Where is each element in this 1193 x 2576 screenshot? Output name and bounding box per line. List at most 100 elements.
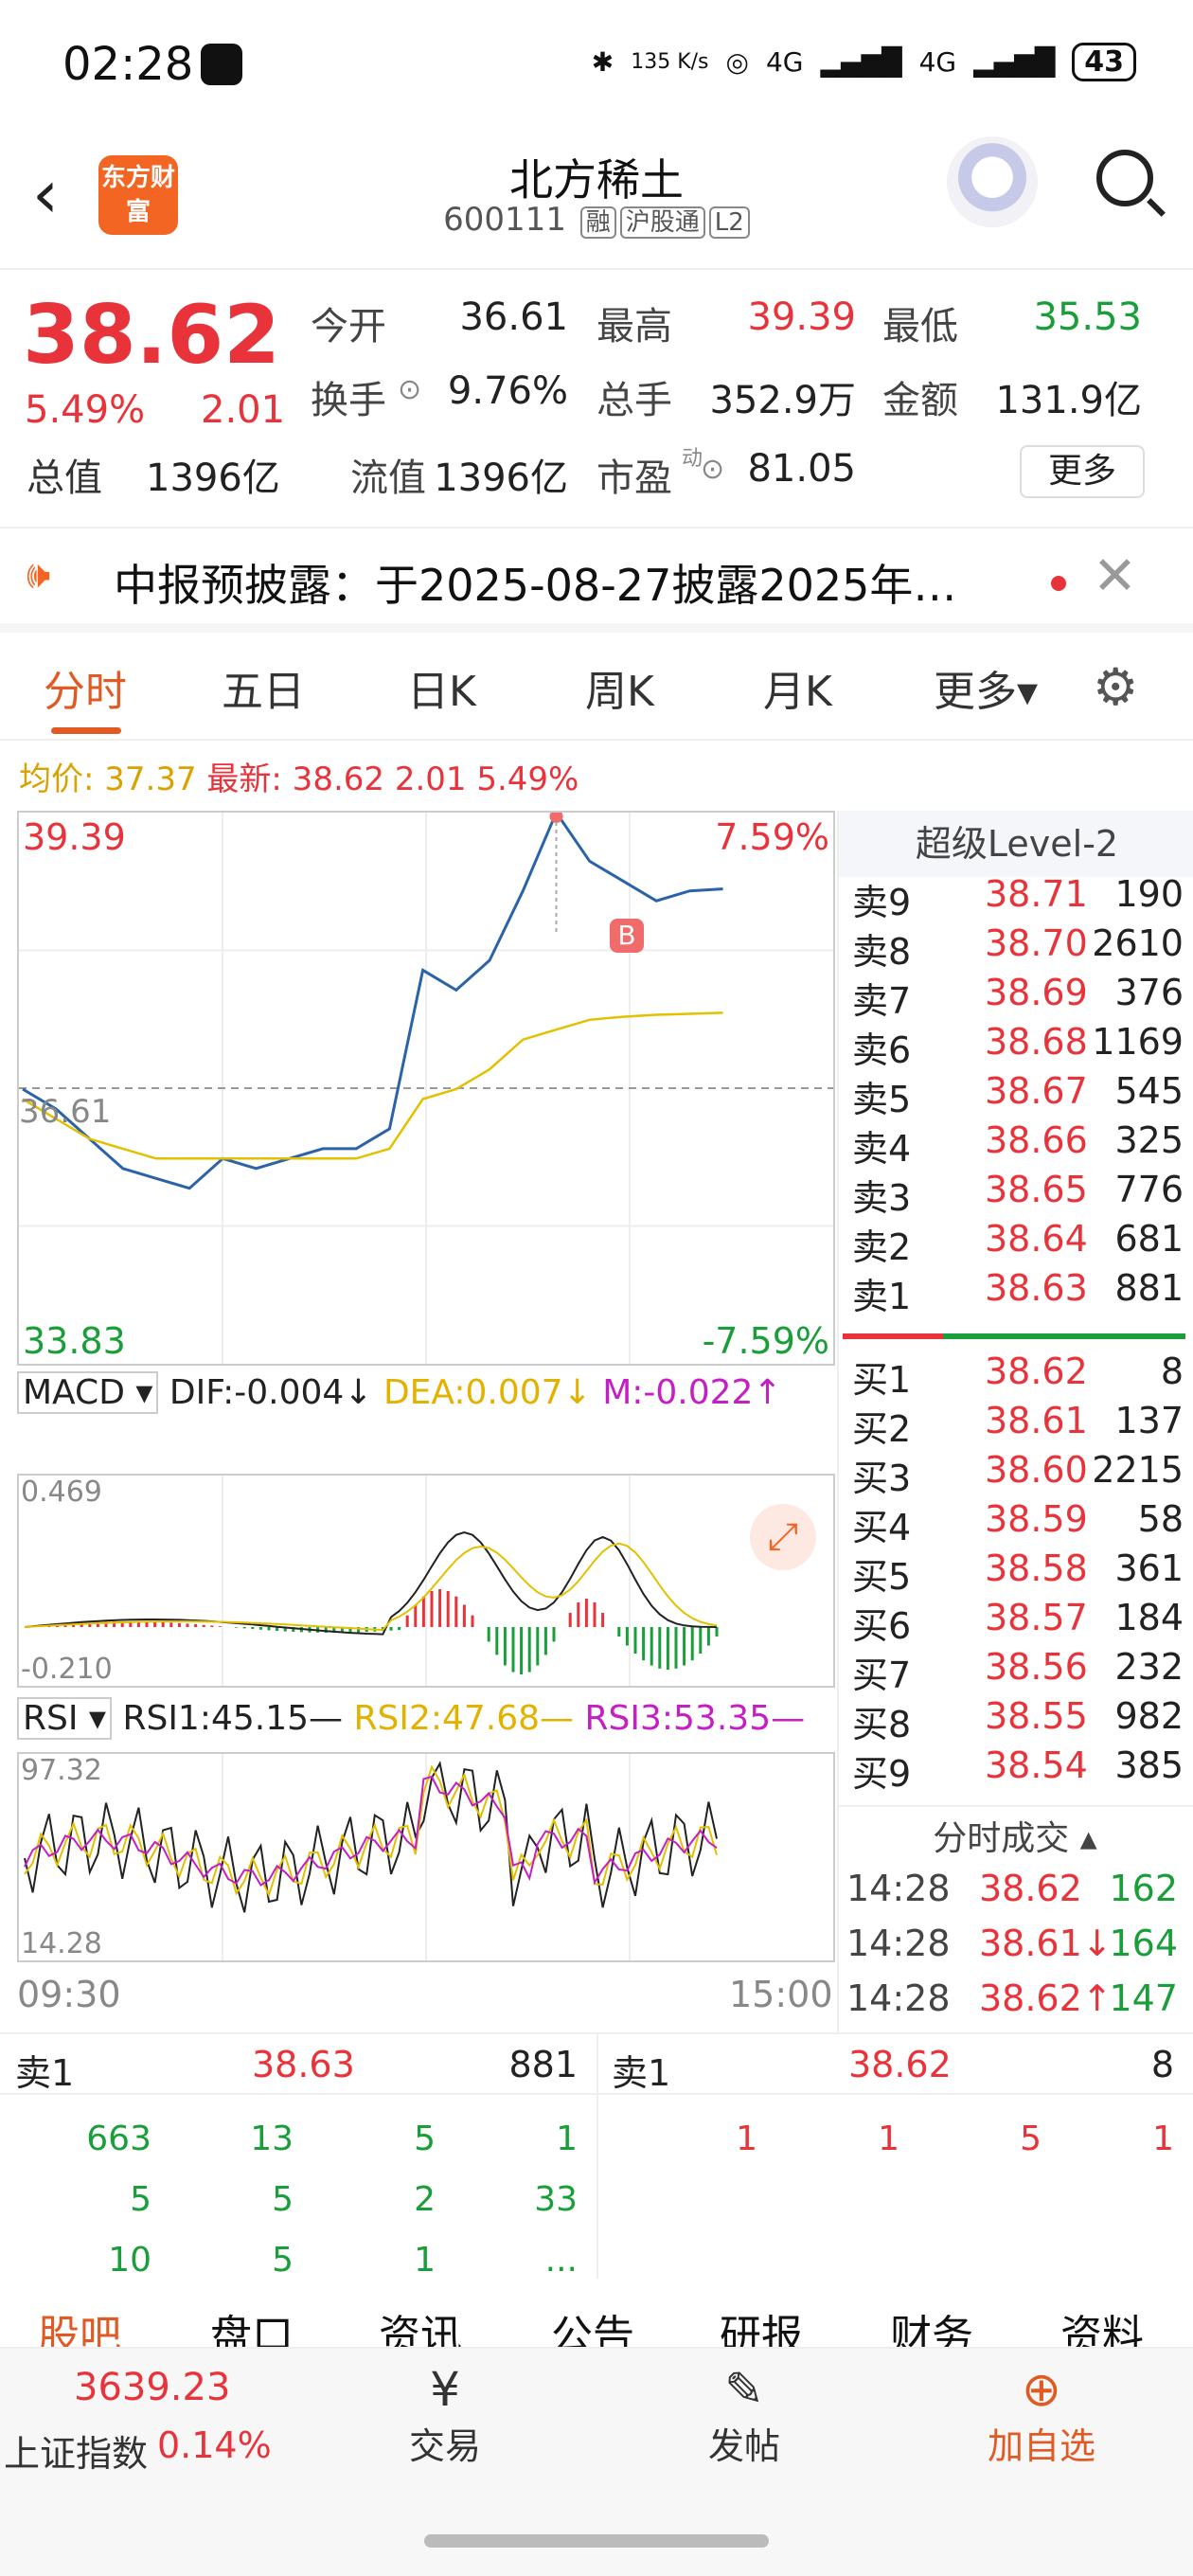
expand-icon[interactable]: ⤢ xyxy=(750,1504,816,1570)
index-name[interactable]: 上证指数 xyxy=(4,2433,149,2475)
intraday-chart-svg xyxy=(19,813,833,1364)
ask-price: 38.63 xyxy=(985,1267,1088,1309)
trade-volume: 164 xyxy=(1109,1923,1178,1964)
post-button[interactable]: ✎ 发帖 xyxy=(697,2362,792,2469)
notice-text[interactable]: 中报预披露：于2025-08-27披露2025年… xyxy=(114,560,957,611)
tab-guba[interactable]: 股吧 xyxy=(38,2312,121,2350)
bid-level: 买5 xyxy=(852,1556,912,1598)
tab-finance[interactable]: 财务 xyxy=(890,2312,973,2350)
ask-row[interactable]: 卖4 38.66 325 xyxy=(843,1119,1193,1170)
latest-info: 最新: 38.62 2.01 5.49% xyxy=(206,760,579,798)
ask-volume: 681 xyxy=(1114,1218,1184,1260)
ask-row[interactable]: 卖3 38.65 776 xyxy=(843,1169,1193,1219)
detail-right-cell: 1 xyxy=(1152,2120,1174,2158)
buy-marker[interactable]: B xyxy=(610,919,644,953)
tab-announcement[interactable]: 公告 xyxy=(551,2312,634,2350)
bid-row[interactable]: 买1 38.62 8 xyxy=(843,1351,1193,1401)
bluetooth-icon: ✱ xyxy=(591,46,614,78)
tab-five-day[interactable]: 五日 xyxy=(222,668,305,716)
notice-bar[interactable]: 🕪 中报预披露：于2025-08-27披露2025年… ✕ xyxy=(0,527,1193,633)
back-icon[interactable]: ‹ xyxy=(32,155,59,233)
tab-daily-k[interactable]: 日K xyxy=(407,668,476,716)
macd-top: 0.469 xyxy=(21,1476,102,1509)
bid-row[interactable]: 买4 38.59 58 xyxy=(843,1498,1193,1548)
turnover-label: 换手 xyxy=(311,379,386,422)
trades-title[interactable]: 分时成交 ▴ xyxy=(933,1819,1097,1858)
macd-chart[interactable]: 0.469 -0.210 ⤢ xyxy=(17,1474,835,1688)
ask-row[interactable]: 卖6 38.68 1169 xyxy=(843,1021,1193,1071)
bid-price: 38.61 xyxy=(985,1400,1088,1441)
ask-row[interactable]: 卖5 38.67 545 xyxy=(843,1070,1193,1120)
trade-volume: 162 xyxy=(1109,1868,1178,1909)
ask-row[interactable]: 卖1 38.63 881 xyxy=(843,1267,1193,1317)
home-indicator[interactable] xyxy=(424,2534,769,2548)
signal-bars-icon: ▂▄▆█ xyxy=(973,46,1056,78)
quote-panel: 38.62 5.49% 2.01 今开 36.61 最高 39.39 最低 35… xyxy=(0,275,1193,521)
status-bar: 02:28 ✱ 135 K/s ◎ 4G ▂▄▆█ 4G ▂▄▆█ 43 xyxy=(0,0,1193,133)
gear-icon[interactable]: ⚙ xyxy=(1093,657,1139,717)
detail-right-cell: 5 xyxy=(1020,2120,1042,2158)
macd-dif: DIF:-0.004↓ xyxy=(169,1373,373,1412)
macd-selector[interactable]: MACD ▾ xyxy=(17,1371,159,1414)
intraday-chart[interactable]: 39.39 7.59% 36.61 33.83 -7.59% B xyxy=(17,811,835,1366)
ask-row[interactable]: 卖2 38.64 681 xyxy=(843,1218,1193,1268)
ask-volume: 545 xyxy=(1114,1070,1184,1112)
ask-volume: 2610 xyxy=(1092,922,1184,964)
rsi3: RSI3:53.35— xyxy=(584,1699,806,1738)
chart-bottom-pct: -7.59% xyxy=(702,1320,829,1362)
bid-level: 买8 xyxy=(852,1704,912,1745)
info-icon[interactable]: ⊙ xyxy=(398,373,422,406)
ask-row[interactable]: 卖7 38.69 376 xyxy=(843,972,1193,1022)
bid-volume: 232 xyxy=(1114,1646,1184,1688)
bid-volume: 982 xyxy=(1114,1695,1184,1737)
trade-price: 38.62 xyxy=(979,1868,1082,1909)
ask-row[interactable]: 卖8 38.70 2610 xyxy=(843,922,1193,973)
amount-value: 131.9亿 xyxy=(995,379,1142,422)
bid-row[interactable]: 买6 38.57 184 xyxy=(843,1597,1193,1647)
rsi-chart[interactable]: 97.32 14.28 xyxy=(17,1752,835,1962)
ask-price: 38.70 xyxy=(985,922,1088,964)
bid-row[interactable]: 买2 38.61 137 xyxy=(843,1400,1193,1450)
detail-ask-label: 卖1 xyxy=(15,2052,75,2094)
search-icon[interactable] xyxy=(1096,150,1153,206)
unread-dot xyxy=(1051,576,1066,591)
index-value[interactable]: 3639.23 xyxy=(74,2366,231,2409)
add-watch-button[interactable]: ⊕ 加自选 xyxy=(975,2362,1108,2469)
robot-assistant-icon[interactable] xyxy=(947,136,1038,227)
tab-weekly-k[interactable]: 周K xyxy=(585,668,654,716)
app-logo[interactable]: 东方财富 xyxy=(98,155,178,235)
ask-level: 卖2 xyxy=(852,1226,912,1268)
tab-intraday[interactable]: 分时 xyxy=(44,668,127,716)
ask-volume: 325 xyxy=(1114,1119,1184,1161)
detail-left-cell: 5 xyxy=(130,2180,151,2219)
bid-row[interactable]: 买7 38.56 232 xyxy=(843,1646,1193,1696)
rsi-selector[interactable]: RSI ▾ xyxy=(17,1697,112,1740)
tab-pankou[interactable]: 盘口 xyxy=(210,2312,294,2350)
close-icon[interactable]: ✕ xyxy=(1093,546,1137,607)
ask-price: 38.64 xyxy=(985,1218,1088,1260)
detail-left-cell: 13 xyxy=(250,2120,294,2158)
tab-monthly-k[interactable]: 月K xyxy=(763,668,832,716)
detail-right-cell: 1 xyxy=(878,2120,899,2158)
bid-row[interactable]: 买3 38.60 2215 xyxy=(843,1449,1193,1499)
more-button[interactable]: 更多 xyxy=(1020,445,1145,498)
bid-volume: 2215 xyxy=(1092,1449,1184,1491)
tab-profile[interactable]: 资料 xyxy=(1060,2312,1144,2350)
bid-row[interactable]: 买5 38.58 361 xyxy=(843,1547,1193,1598)
trade-button[interactable]: ¥ 交易 xyxy=(398,2362,492,2469)
detail-left-cell: ... xyxy=(544,2241,578,2280)
tab-news[interactable]: 资讯 xyxy=(379,2312,462,2350)
tab-research[interactable]: 研报 xyxy=(720,2312,803,2350)
info-icon[interactable]: ⊙ xyxy=(701,453,725,486)
level2-title[interactable]: 超级Level-2 xyxy=(839,811,1193,877)
bid-row[interactable]: 买9 38.54 385 xyxy=(843,1744,1193,1795)
tab-more[interactable]: 更多▾ xyxy=(934,668,1039,716)
bid-volume: 137 xyxy=(1114,1400,1184,1441)
bid-row[interactable]: 买8 38.55 982 xyxy=(843,1695,1193,1745)
total-value-label: 总值 xyxy=(27,456,102,500)
trade-time: 14:28 xyxy=(846,1923,951,1964)
bid-volume: 385 xyxy=(1114,1744,1184,1786)
yuan-icon: ¥ xyxy=(430,2362,460,2417)
ask-row[interactable]: 卖9 38.71 190 xyxy=(843,873,1193,923)
bid-level: 买1 xyxy=(852,1359,912,1401)
